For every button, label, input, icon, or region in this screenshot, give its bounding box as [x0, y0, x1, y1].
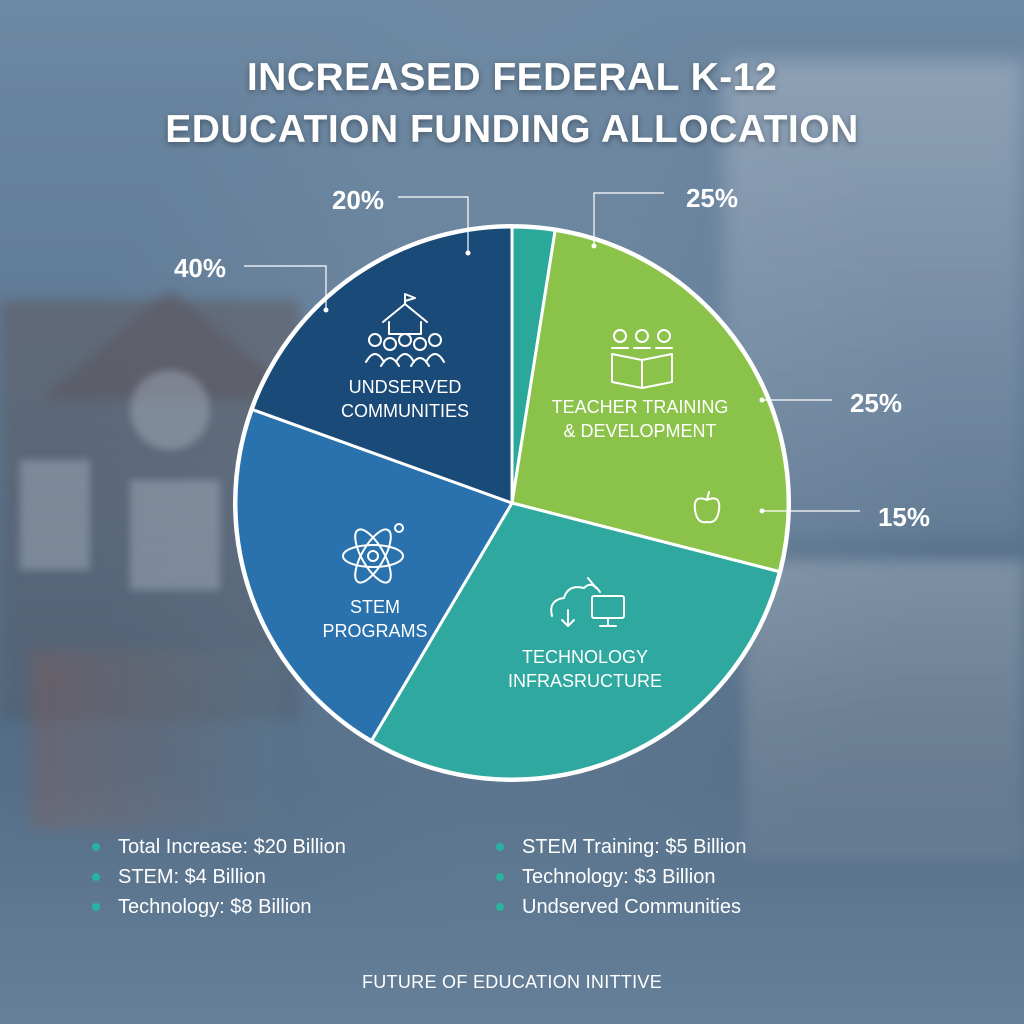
legend-item: STEM Training: $5 Billion: [496, 832, 747, 862]
legend-item: Undserved Communities: [496, 892, 747, 922]
callout-line: [593, 192, 664, 246]
callout-percent: 25%: [850, 388, 902, 418]
bullet-dot: [92, 843, 100, 851]
callout-percent: 15%: [878, 502, 930, 532]
person-head: [383, 337, 397, 351]
person-body: [425, 353, 445, 363]
background-books: [744, 560, 1024, 860]
callout-percent: 40%: [174, 253, 226, 283]
atom-icon: [342, 523, 404, 584]
person-body: [365, 353, 385, 363]
atom-orbit: [354, 528, 392, 584]
chart-title-line1: INCREASED FEDERAL K-12: [246, 56, 778, 99]
person-head: [635, 329, 649, 343]
legend-item: STEM: $4 Billion: [92, 862, 346, 892]
person-head: [398, 333, 412, 347]
callout-percent: 20%: [332, 185, 384, 215]
bullet-dot: [92, 873, 100, 881]
atom-orbit: [354, 528, 392, 584]
slice-label-line: UNDSERVED: [349, 377, 462, 397]
callout-line: [244, 265, 327, 310]
pie-slice: [510, 228, 790, 574]
legend-right: STEM Training: $5 Billion Technology: $3…: [496, 832, 747, 922]
callout-dot: [591, 243, 597, 249]
slice-label: STEM PROGRAMS: [322, 597, 427, 641]
callout-dot: [759, 397, 765, 403]
device-details: [561, 577, 617, 627]
slice-label-line: TECHNOLOGY: [522, 647, 648, 667]
teacher-book-icon: [611, 329, 673, 389]
legend-left: Total Increase: $20 Billion STEM: $4 Bil…: [92, 832, 346, 922]
bullet-dot: [496, 903, 504, 911]
footer-text: FUTURE OF EDUCATION INITTIVE: [361, 972, 663, 992]
person-head: [657, 329, 671, 343]
gear-small: [394, 523, 404, 533]
slice-label-line: INFRASRUCTURE: [508, 671, 662, 691]
background-window: [130, 480, 220, 590]
pie-slice: [370, 501, 781, 781]
chart-title-line2: EDUCATION FUNDING ALLOCATION: [165, 108, 859, 151]
legend-item: Total Increase: $20 Billion: [92, 832, 346, 862]
person-head: [613, 329, 627, 343]
callout-dot: [465, 250, 471, 256]
callout-dot: [759, 508, 765, 514]
bullet-dot: [92, 903, 100, 911]
slice-label-line: TEACHER TRAINING: [552, 397, 729, 417]
legend-text: STEM Training: $5 Billion: [522, 835, 747, 858]
background-desk: [0, 784, 1024, 1024]
atom-orbit: [342, 544, 404, 568]
person-body: [395, 353, 415, 363]
slice-label-line: COMMUNITIES: [341, 401, 469, 421]
apple-shape: [693, 491, 721, 524]
person-head: [413, 337, 427, 351]
legend-item: Technology: $3 Billion: [496, 862, 747, 892]
background-window: [20, 460, 90, 570]
cloud-computer-icon: [550, 577, 625, 627]
bullet-dot: [496, 843, 504, 851]
person-head: [368, 333, 382, 347]
slice-label: UNDSERVED COMMUNITIES: [341, 377, 469, 421]
legend-item: Technology: $8 Billion: [92, 892, 346, 922]
bullet-dot: [496, 873, 504, 881]
atom-nucleus: [367, 550, 379, 562]
apple-icon: [693, 491, 721, 524]
background-window: [130, 370, 210, 450]
legend-text: Undserved Communities: [522, 895, 741, 918]
slice-label-line: & DEVELOPMENT: [563, 421, 716, 441]
person-body: [410, 357, 430, 367]
person-body: [380, 357, 400, 367]
slice-label: TEACHER TRAINING & DEVELOPMENT: [552, 397, 729, 441]
callout-percent: 25%: [686, 183, 738, 213]
background-books: [30, 650, 280, 830]
cloud-shape: [550, 583, 601, 617]
legend-text: Technology: $8 Billion: [118, 895, 312, 918]
slice-label-line: PROGRAMS: [322, 621, 427, 641]
legend-text: STEM: $4 Billion: [118, 865, 266, 888]
slice-label: TECHNOLOGY INFRASRUCTURE: [508, 647, 662, 691]
community-school-icon: [365, 293, 445, 367]
chart-title: INCREASED FEDERAL K-12 EDUCATION FUNDING…: [0, 52, 1024, 156]
person-head: [428, 333, 442, 347]
legend-text: Technology: $3 Billion: [522, 865, 716, 888]
slice-label-line: STEM: [350, 597, 400, 617]
legend-text: Total Increase: $20 Billion: [118, 835, 346, 858]
book-shape: [611, 353, 673, 389]
callout-line: [398, 196, 469, 253]
callout-dot: [323, 307, 329, 313]
